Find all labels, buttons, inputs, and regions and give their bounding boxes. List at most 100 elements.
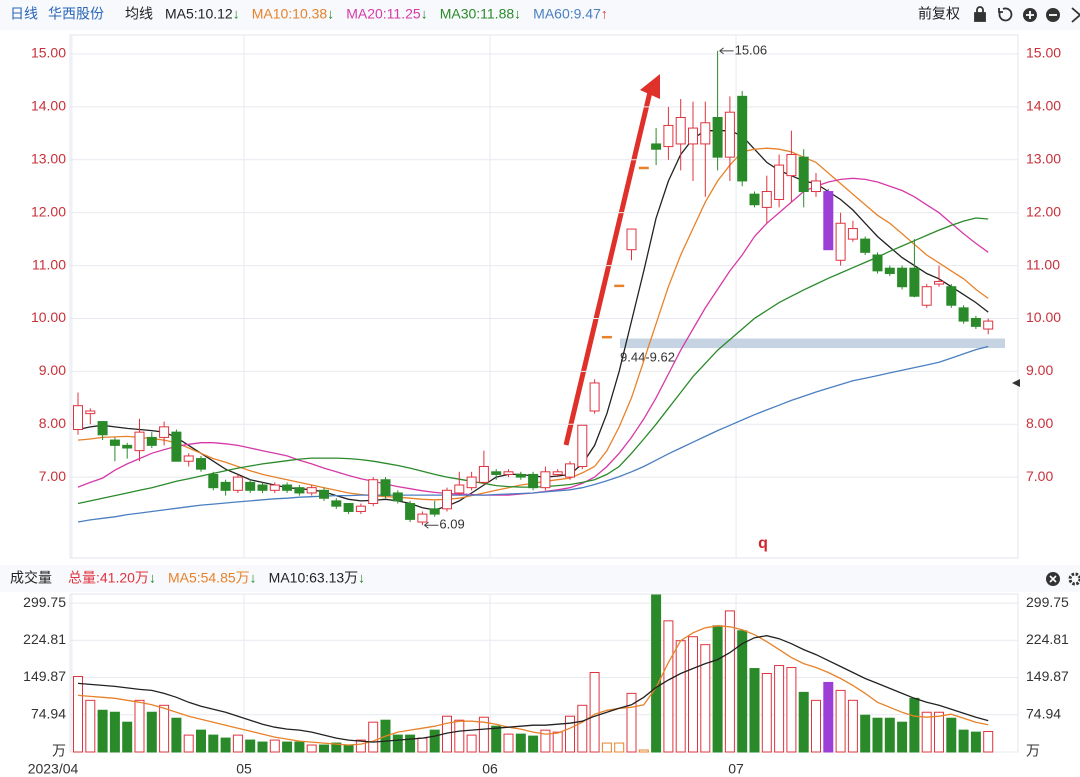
candle-body [565,463,575,478]
volume-bar [589,672,600,753]
volume-bar [724,610,735,753]
volume-bar [232,734,243,753]
trend-arrow-head [640,74,660,99]
volume-bar [774,665,785,753]
close-icon[interactable] [1046,572,1060,586]
volume-bar [220,737,231,753]
volume-bar [269,739,280,753]
y-tick-label: 299.75 [23,594,66,610]
volume-bar [368,721,379,753]
candle-body [245,481,256,491]
y-tick-label-right: 15.00 [1026,45,1061,61]
volume-title: 成交量 [10,570,52,586]
y-tick-label: 224.81 [23,631,66,647]
volume-bar [688,636,698,753]
y-tick-label: 15.00 [31,45,66,61]
y-tick-label-right: 10.00 [1026,309,1061,325]
extreme-label: 6.09 [439,517,464,532]
candle-body [577,424,588,468]
volume-bar [552,731,563,753]
candle-body [983,320,994,330]
lock-icon[interactable] [974,6,986,22]
volume-bar [171,717,182,753]
candle-body [73,405,83,430]
candle-body [208,473,219,489]
candle-body [232,476,243,491]
candle-body [355,505,366,512]
volume-bar [835,689,846,753]
candle-body [909,267,920,297]
volume-bar [626,692,637,753]
volume-bar [565,715,575,753]
volume-bar [491,725,502,753]
volume-bar [294,741,305,753]
volume-bar [675,640,686,753]
y-tick-label-right: 74.94 [1026,705,1061,721]
candle-body [294,487,305,494]
legend-trend: ↓ [514,6,521,22]
legend-trend: ↓ [250,570,257,586]
volume-bar [749,668,760,753]
y-tick-label: 9.00 [39,362,66,378]
candle-body [503,471,514,475]
candle-body [134,431,145,452]
adjust-mode[interactable]: 前复权 [918,6,960,22]
period-tab[interactable]: 日线 [10,6,38,22]
candle-body [774,164,785,200]
volume-bar [466,734,477,753]
volume-bar [417,737,428,753]
volume-bar [429,729,440,753]
candle-body [257,484,268,491]
stock-name[interactable]: 华西股份 [48,6,104,22]
candle-body [466,476,477,489]
more-icon[interactable] [1071,7,1080,23]
y-tick-label-right: 14.00 [1026,98,1061,114]
candle-body [847,228,858,240]
note-mark: q [758,535,768,552]
volume-bar [196,729,206,753]
legend-trend: ↓ [149,570,156,586]
volume-bar [921,711,932,753]
legend-label: MA60:9.47 [533,6,601,22]
candle-body [614,284,625,288]
volume-bar [798,691,809,753]
legend-label: MA10:10.38 [252,6,328,22]
ma-label[interactable]: 均线 [125,6,153,22]
candle-body [958,307,969,322]
candle-body [392,492,403,502]
volume-bar [319,744,329,753]
x-tick-label: 05 [236,761,252,777]
y-tick-label: 万 [52,743,66,759]
candle-body [85,410,96,415]
legend-trend: ↓ [421,6,428,22]
y-tick-label: 10.00 [31,309,66,325]
undo-icon[interactable] [998,7,1013,22]
y-tick-label-right: 224.81 [1026,631,1069,647]
volume-bar [614,742,625,753]
candle-body [552,471,563,475]
volume-bar [85,699,96,753]
y-tick-label: 74.94 [31,705,66,721]
y-tick-label: 7.00 [39,468,66,484]
candle-body [97,421,108,436]
candle-body [220,481,231,491]
y-tick-label: 13.00 [31,151,66,167]
volume-bar [651,594,662,753]
volume-bar [712,625,723,753]
volume-bar [577,704,588,753]
legend-label: MA5:54.85万 [168,570,250,586]
volume-bar [392,734,403,753]
candle-body [540,471,551,489]
zoom-in-icon[interactable] [1023,8,1037,22]
y-tick-label-right: 万 [1026,743,1040,759]
zoom-out-icon[interactable] [1046,8,1060,22]
legend-label: MA30:11.88 [440,6,515,22]
volume-bar [663,620,674,753]
volume-bar [478,716,489,753]
volume-bar [109,711,120,753]
candle-body [737,95,748,182]
y-tick-label: 11.00 [32,256,66,272]
volume-bar [970,731,981,753]
extreme-arrow [424,521,439,529]
